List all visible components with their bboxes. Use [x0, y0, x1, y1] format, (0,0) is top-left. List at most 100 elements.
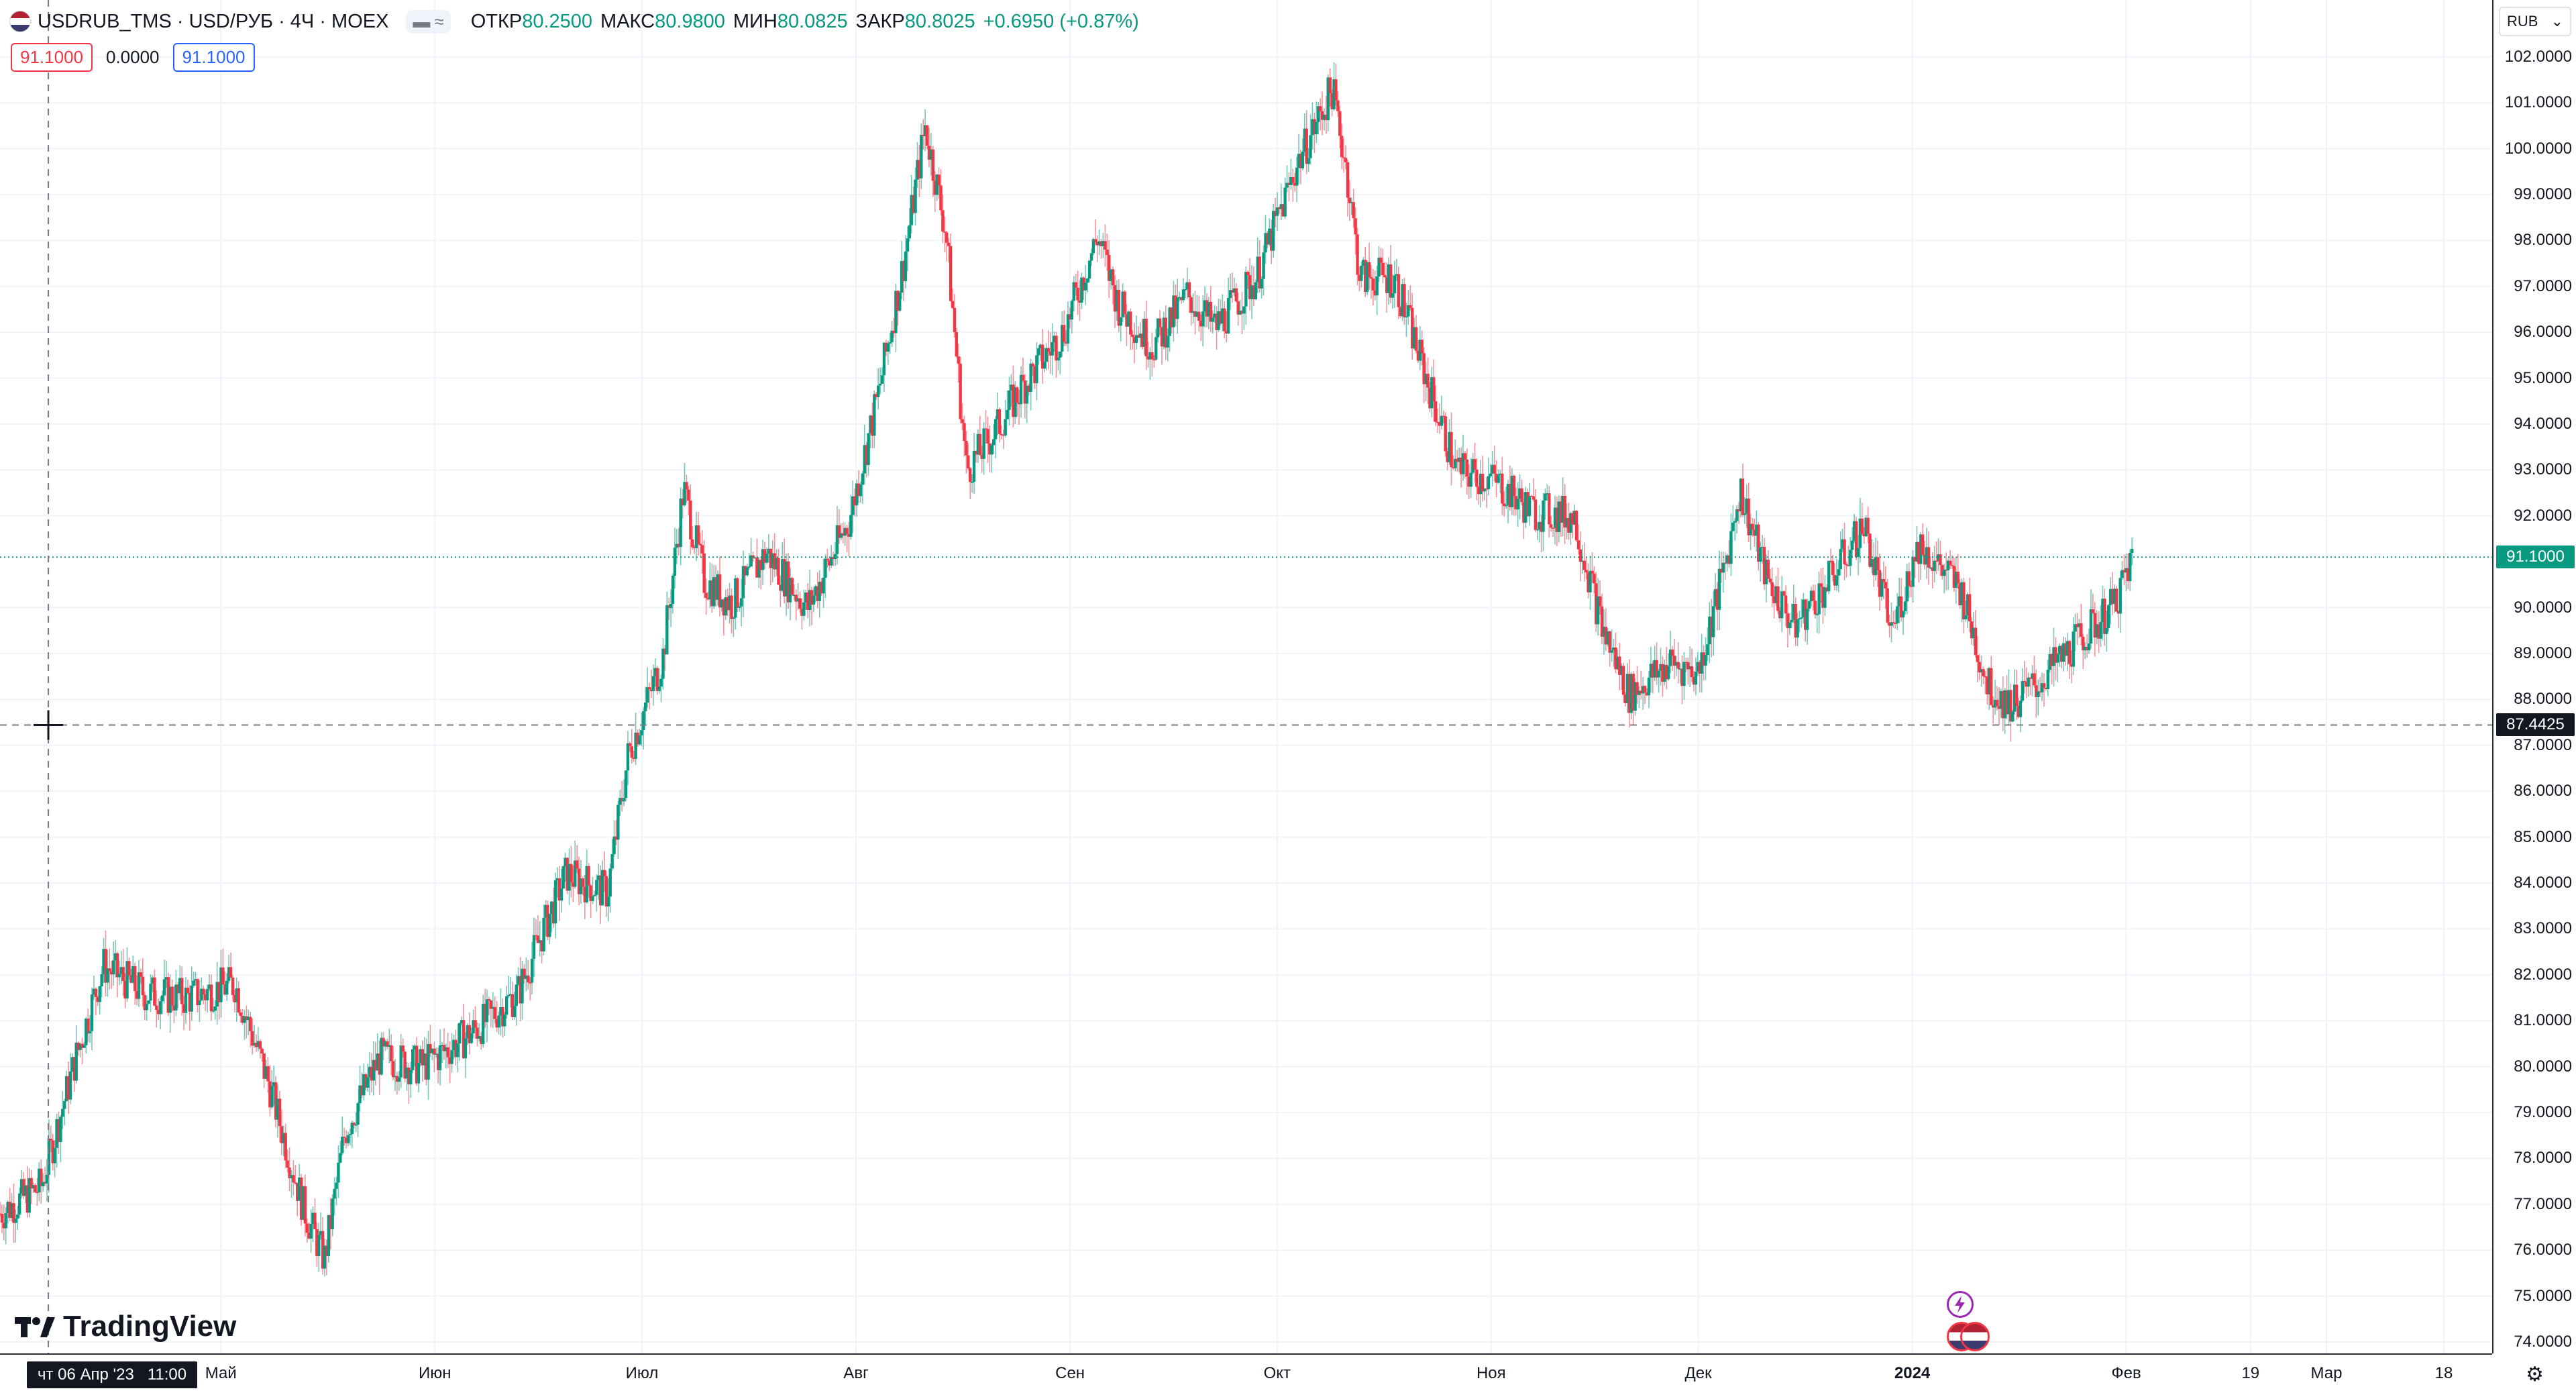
candle — [634, 712, 637, 765]
candle — [297, 1163, 301, 1201]
candle — [769, 548, 773, 586]
candle — [1678, 663, 1682, 684]
candle — [1753, 518, 1756, 547]
candle — [2093, 602, 2096, 657]
candle — [1856, 535, 1860, 576]
candle — [80, 1037, 84, 1065]
buy-price-box[interactable]: 91.1000 — [172, 43, 255, 72]
candle — [88, 1015, 92, 1043]
candle — [278, 1090, 282, 1143]
indicator-toggle[interactable]: ▬ ≈ — [406, 9, 451, 34]
candle — [888, 333, 892, 354]
candle — [2091, 593, 2095, 614]
candle — [1393, 260, 1397, 308]
candle — [1663, 659, 1666, 686]
candle — [1183, 282, 1187, 299]
tradingview-logo[interactable]: TradingView — [15, 1310, 236, 1343]
candle — [621, 780, 624, 812]
candle — [125, 947, 129, 1002]
candle — [1452, 455, 1455, 470]
lightning-event-icon[interactable] — [1947, 1291, 1974, 1318]
candle — [1886, 578, 1889, 625]
candle — [1692, 671, 1696, 692]
candle — [1189, 296, 1193, 326]
candle — [92, 975, 96, 1000]
candle — [1514, 487, 1517, 516]
candle — [64, 1070, 68, 1102]
candle — [286, 1149, 289, 1173]
candle — [78, 1042, 82, 1057]
candle — [583, 874, 587, 919]
candle — [1136, 326, 1140, 338]
candle — [1686, 657, 1690, 685]
candle — [1798, 610, 1801, 633]
candle — [16, 1206, 19, 1231]
candle — [2061, 636, 2065, 672]
candle — [661, 638, 665, 690]
sell-price-box[interactable]: 91.1000 — [11, 43, 93, 72]
candle — [959, 356, 962, 423]
candle — [1653, 645, 1656, 682]
us-event-flag-icon-2[interactable] — [1960, 1322, 1990, 1351]
candle — [1389, 245, 1393, 304]
candle — [423, 1037, 426, 1080]
price-tick-label: 98.0000 — [2514, 231, 2572, 250]
candle — [606, 878, 610, 921]
symbol-title[interactable]: USDRUB_TMS · USD/РУБ · 4Ч · MOEX — [38, 10, 389, 32]
candle — [1491, 451, 1494, 486]
candle — [1682, 652, 1686, 700]
candle — [902, 260, 906, 301]
candle — [1475, 458, 1479, 501]
candle — [980, 446, 983, 473]
candle — [1659, 648, 1662, 686]
candle — [1070, 299, 1074, 333]
candle — [1467, 464, 1470, 500]
candle — [849, 495, 853, 540]
candle — [2101, 585, 2104, 641]
candle — [1403, 278, 1406, 325]
candle — [43, 1166, 47, 1186]
candle — [1295, 156, 1299, 203]
candle — [1148, 346, 1152, 380]
candle — [990, 443, 994, 473]
candle — [1328, 68, 1332, 107]
candle — [1825, 584, 1829, 592]
candle — [771, 540, 774, 582]
candle — [1187, 279, 1191, 313]
chevron-down-icon: ⌄ — [2551, 13, 2563, 30]
chart-plot-area[interactable]: USDRUB_TMS · USD/РУБ · 4Ч · MOEX ▬ ≈ ОТК… — [0, 0, 2492, 1353]
candle — [655, 666, 659, 695]
candle — [916, 142, 919, 189]
gear-icon[interactable]: ⚙ — [2526, 1363, 2544, 1386]
candle — [1334, 63, 1338, 106]
candle — [1723, 552, 1727, 580]
candle — [407, 1063, 411, 1104]
candle — [2089, 589, 2093, 650]
candle — [1456, 450, 1459, 472]
candle — [2082, 633, 2085, 670]
candle — [2097, 611, 2100, 653]
candle — [223, 972, 227, 996]
candle — [456, 1024, 460, 1073]
candle — [1794, 597, 1797, 646]
candle — [243, 1009, 246, 1040]
candle — [1385, 262, 1389, 313]
us-flag-icon — [9, 11, 31, 32]
candle — [1424, 361, 1428, 402]
price-axis[interactable]: RUB ⌄ 102.0000 101.0000 100.0000 99.0000 98.… — [2492, 0, 2576, 1396]
candle — [855, 479, 859, 517]
currency-selector[interactable]: RUB ⌄ — [2499, 7, 2571, 36]
price-tick-label: 75.0000 — [2514, 1286, 2572, 1305]
price-tick-label: 93.0000 — [2514, 460, 2572, 479]
candle — [1911, 550, 1915, 603]
candle — [839, 523, 843, 541]
candle — [1553, 495, 1557, 545]
time-axis[interactable]: Май Июн Июл Авг Сен Окт Ноя Дек 2024 Фев 19 Мар 18 ч… — [0, 1353, 2492, 1397]
candle — [1995, 686, 1999, 711]
candle — [1138, 322, 1142, 348]
candle — [1968, 578, 1972, 633]
candle — [1941, 564, 1944, 580]
candle — [1534, 489, 1538, 533]
candle — [284, 1123, 287, 1169]
candlestick-chart[interactable] — [0, 0, 2492, 1353]
